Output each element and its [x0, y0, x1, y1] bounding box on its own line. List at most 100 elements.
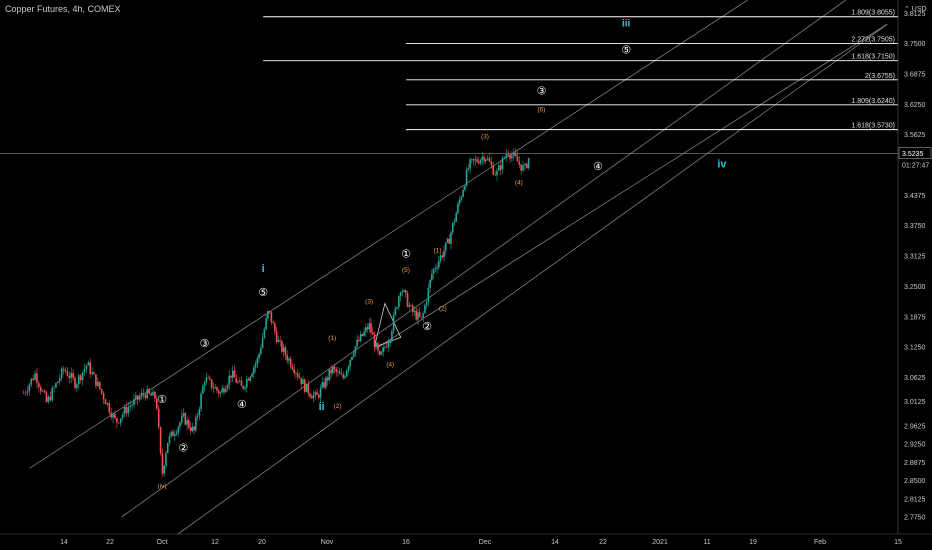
candle-body: [503, 157, 506, 159]
candle-body: [377, 343, 379, 351]
candle-body: [182, 413, 185, 416]
candle-body: [108, 403, 111, 413]
candle-body: [202, 386, 204, 394]
wave-label: ①: [157, 394, 167, 406]
candle-body: [83, 368, 86, 373]
candle-body: [305, 383, 308, 392]
wave-label: ii: [319, 401, 325, 413]
wave-label: (5): [402, 267, 410, 274]
price-tick-label: 2.9625: [904, 423, 926, 430]
candle-body: [382, 347, 384, 352]
candle-body: [144, 394, 147, 399]
price-tick-label: 3.3125: [904, 254, 926, 261]
candle-body: [365, 327, 367, 332]
candle-body: [221, 388, 223, 393]
candle-body: [398, 296, 400, 308]
candle-body: [483, 156, 485, 162]
candle-body: [244, 387, 246, 389]
candle-body: [116, 418, 118, 423]
candle-body: [110, 412, 112, 418]
candle-body: [337, 371, 339, 373]
candle-body: [256, 358, 259, 364]
candle-body: [403, 290, 405, 292]
candle-body: [43, 390, 46, 393]
candle-body: [507, 154, 509, 155]
candle-body: [58, 378, 61, 382]
candle-body: [296, 373, 299, 377]
candle-body: [207, 377, 209, 379]
candle-body: [331, 366, 334, 374]
candle-body: [458, 199, 461, 204]
candle-body: [448, 238, 451, 244]
candle-body: [184, 413, 187, 425]
fib-level-label: 1.809(3.8055): [851, 10, 895, 17]
candle-body: [525, 163, 528, 168]
candle-body: [410, 305, 412, 306]
wave-label: iii: [622, 19, 631, 30]
candle-body: [408, 305, 411, 307]
candle-body: [131, 404, 133, 406]
candle-body: [76, 384, 78, 388]
candle-body: [340, 373, 343, 375]
candle-body: [203, 382, 206, 387]
candle-body: [198, 408, 201, 416]
wave-label: ④: [237, 399, 247, 411]
price-tick-label: 3.0625: [904, 375, 926, 382]
candle-body: [230, 375, 232, 378]
candle-body: [179, 422, 181, 427]
candle-body: [401, 291, 404, 293]
countdown-value: 01:27:47: [902, 163, 929, 170]
candle-body: [41, 390, 44, 392]
candle-body: [501, 157, 504, 170]
candle-body: [476, 159, 478, 162]
candle-body: [159, 427, 162, 454]
candle-body: [47, 396, 50, 402]
candle-body: [135, 395, 137, 400]
candle-body: [87, 362, 90, 366]
wave-label: (2): [439, 306, 447, 313]
current-price-badge: [898, 147, 932, 159]
candle-body: [32, 378, 34, 381]
candle-body: [223, 388, 225, 393]
candle-body: [420, 316, 423, 318]
candle-body: [177, 426, 180, 433]
candle-body: [406, 293, 409, 307]
time-tick-label: 22: [599, 539, 607, 546]
candle-body: [45, 392, 48, 402]
candle-body: [36, 373, 38, 384]
fib-level-label: 2(3.6755): [865, 73, 895, 80]
candle-body: [385, 347, 388, 349]
candle-body: [477, 161, 480, 164]
candle-body: [226, 384, 229, 390]
candle-body: [514, 152, 517, 157]
price-tick-label: 2.8875: [904, 460, 926, 467]
candle-body: [64, 369, 67, 372]
candle-body: [24, 392, 27, 394]
candle-body: [481, 156, 484, 160]
chart-title: Copper Futures, 4h, COMEX: [5, 4, 121, 14]
candle-body: [436, 267, 438, 269]
candle-body: [235, 377, 238, 383]
candle-body: [217, 390, 220, 394]
candle-body: [498, 165, 500, 171]
candle-body: [288, 358, 290, 361]
candle-body: [291, 366, 294, 370]
candle-body: [373, 334, 376, 347]
candle-body: [66, 371, 69, 377]
candle-body: [387, 343, 390, 348]
candle-body: [298, 376, 301, 379]
candle-body: [136, 395, 139, 400]
wave-label: (2): [334, 403, 342, 410]
wave-label: (5): [537, 107, 545, 114]
candle-body: [492, 164, 495, 175]
candle-body: [93, 372, 95, 375]
candle-body: [366, 327, 369, 330]
price-tick-label: 2.7750: [904, 515, 926, 522]
candle-body: [260, 348, 262, 354]
candle-body: [391, 331, 393, 341]
candle-body: [251, 373, 253, 377]
candle-body: [321, 382, 324, 388]
candle-body: [460, 196, 463, 200]
price-tick-label: 3.1875: [904, 314, 926, 321]
